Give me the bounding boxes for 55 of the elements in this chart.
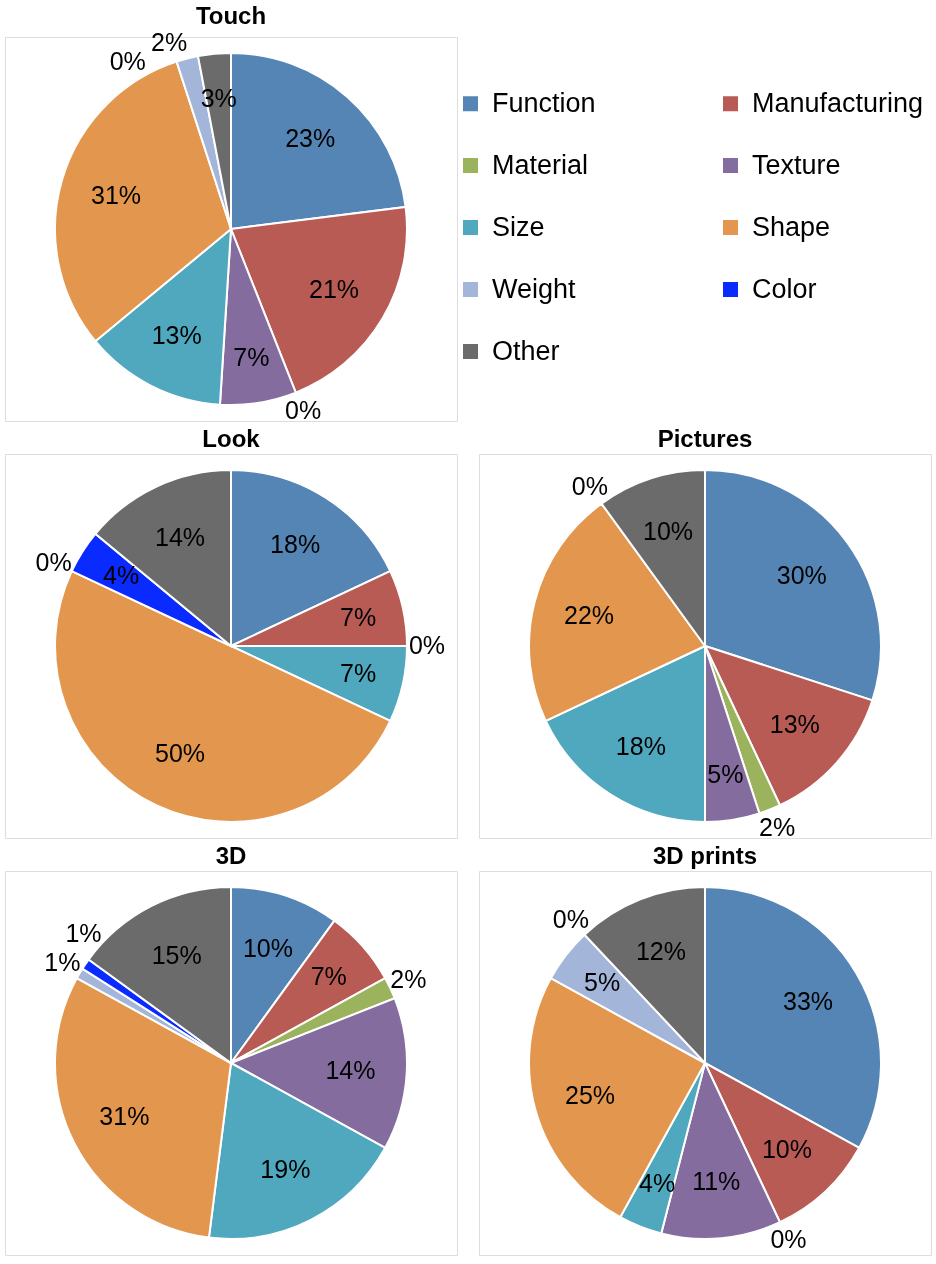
text: 0% [35,547,72,576]
text: 0% [770,1225,807,1254]
data-label: 10% [642,517,694,546]
legend-label: Weight [492,273,577,304]
text: 0% [109,47,146,76]
data-label: 33% [782,987,834,1016]
data-label: 4% [102,561,140,590]
data-label: 7% [233,342,270,371]
chart-title: Touch [195,2,267,30]
legend-label: Other [492,335,560,366]
data-label: 18% [615,732,666,761]
data-label: 11% [692,1167,741,1196]
legend-label: Material [492,149,589,180]
data-label: 22% [564,601,615,630]
data-label: 1% [44,948,81,977]
legend-label: Shape [752,211,831,242]
data-label: 21% [308,274,360,303]
chart-title: Pictures [657,425,753,452]
legend-label: Manufacturing [752,87,924,118]
data-label: 18% [270,529,321,558]
data-label: 2% [759,813,796,842]
data-label: 7% [340,659,377,688]
data-label: 15% [151,941,202,970]
data-label: 5% [584,968,621,997]
data-label: 2% [390,964,427,993]
data-label: 25% [565,1081,616,1110]
legend-label: Color [752,273,817,304]
legend-label: Function [492,87,596,118]
data-label: 23% [285,124,336,153]
legend-label: Texture [752,149,841,180]
chart-title: Look [202,425,261,452]
text: 0% [408,631,446,659]
data-label: 14% [325,1055,376,1084]
data-label: 2% [151,28,188,57]
legend-label: Size [492,211,545,242]
data-label: 13% [151,320,202,349]
data-label: 31% [91,180,142,209]
text: 0% [571,472,608,501]
data-label: 31% [99,1102,150,1131]
data-label: 5% [707,759,744,788]
data-label: 50% [155,739,206,768]
data-label: 19% [260,1154,311,1183]
data-label: 10% [761,1135,812,1164]
data-label: 7% [310,961,347,990]
chart-title: 3D [215,842,247,869]
data-label: 13% [769,710,820,739]
data-label: 1% [65,918,102,947]
data-label: 30% [776,560,827,589]
text: 0% [285,396,322,425]
data-label: 7% [340,602,377,631]
data-label: 12% [635,936,686,965]
data-label: 10% [242,934,294,963]
chart-title: 3D prints [652,842,758,869]
text: 0% [552,905,589,934]
data-label: 14% [155,522,206,551]
